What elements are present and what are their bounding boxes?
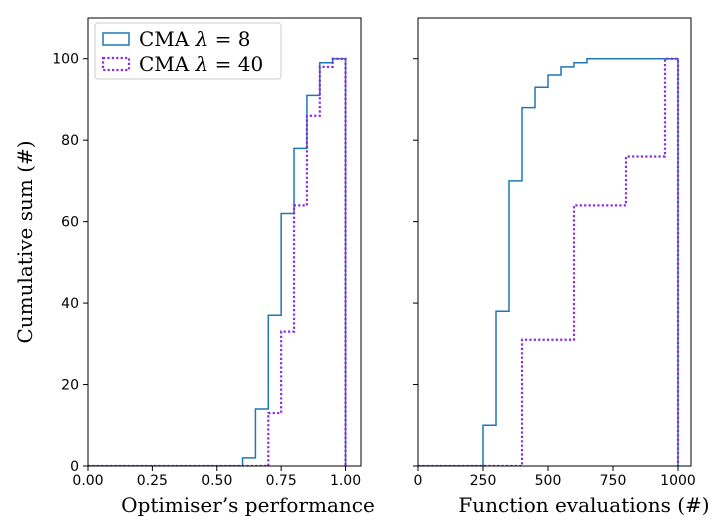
x-tick-label: 0.50 bbox=[201, 473, 232, 489]
legend-swatch-1 bbox=[102, 32, 130, 46]
y-tick-label: 60 bbox=[61, 215, 79, 231]
y-axis-label: Cumulative sum (#) bbox=[13, 140, 37, 343]
x-tick-label: 0 bbox=[414, 473, 423, 489]
y-tick-label: 40 bbox=[61, 296, 79, 312]
series-line-2 bbox=[88, 57, 347, 466]
right-panel: 0 250 500 750 1000 Function evaluations (#) bbox=[413, 17, 710, 517]
x-tick-label: 1.00 bbox=[330, 473, 361, 489]
y-tick-label: 80 bbox=[61, 133, 79, 149]
x-tick-label: 0.75 bbox=[266, 473, 297, 489]
x-axis-label: Optimiser’s performance bbox=[121, 493, 375, 517]
axes-frame bbox=[417, 17, 692, 467]
y-tick-label: 0 bbox=[70, 459, 79, 475]
series-line-2 bbox=[418, 57, 680, 466]
y-tick-label: 100 bbox=[52, 52, 79, 68]
x-tick-label: 0.00 bbox=[72, 473, 103, 489]
legend-label-1: CMA λ = 8 bbox=[139, 27, 250, 51]
x-tick-label: 250 bbox=[470, 473, 497, 489]
y-tick-label: 20 bbox=[61, 378, 79, 394]
x-tick-label: 500 bbox=[535, 473, 562, 489]
x-axis-label: Function evaluations (#) bbox=[458, 493, 709, 517]
legend-swatch-2 bbox=[101, 56, 131, 72]
x-tick-label: 0.25 bbox=[137, 473, 168, 489]
axes-frame bbox=[87, 17, 362, 467]
x-tick-label: 1000 bbox=[660, 473, 696, 489]
legend-label-2: CMA λ = 40 bbox=[139, 52, 263, 76]
left-panel: 0.00 0.25 0.50 0.75 1.00 0 20 40 60 80 100 Optimise… bbox=[13, 17, 375, 517]
legend-box bbox=[94, 22, 282, 80]
x-tick-label: 750 bbox=[600, 473, 627, 489]
series-line-1 bbox=[418, 57, 679, 466]
